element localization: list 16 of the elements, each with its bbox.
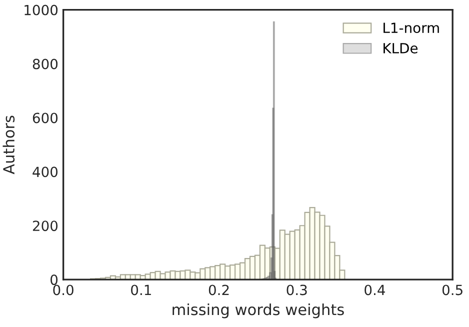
legend-label: L1-norm — [384, 22, 439, 34]
y-axis-title: Authors — [2, 116, 15, 174]
x-tick-label: 0.1 — [131, 284, 151, 296]
x-tick-label: 0.0 — [53, 284, 74, 296]
y-tick-label: 800 — [32, 58, 58, 70]
y-tick-label: 600 — [32, 112, 58, 124]
y-tick-label: 0 — [50, 274, 58, 286]
y-tick-label: 200 — [32, 220, 58, 232]
y-tick-label: 1000 — [24, 4, 58, 16]
x-tick-label: 0.4 — [364, 284, 385, 296]
y-tick-label: 400 — [32, 166, 58, 178]
x-tick-label: 0.3 — [286, 284, 307, 296]
x-tick-label: 0.5 — [442, 284, 462, 296]
x-tick-label: 0.2 — [208, 284, 229, 296]
x-axis-title: missing words weights — [172, 303, 344, 318]
legend-label: KLDe — [384, 43, 418, 54]
